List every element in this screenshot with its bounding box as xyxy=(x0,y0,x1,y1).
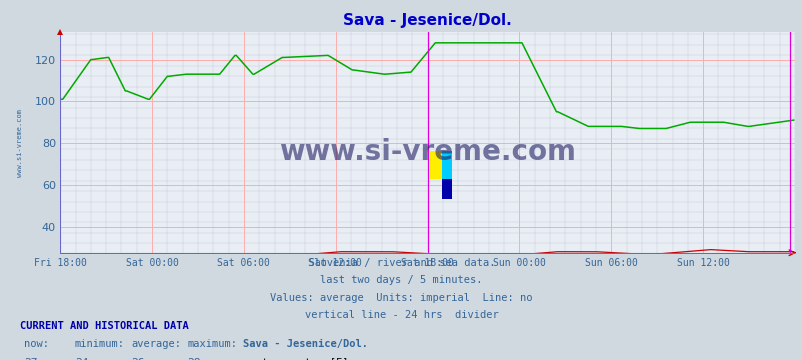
Text: Slovenia / river and sea data.: Slovenia / river and sea data. xyxy=(307,258,495,268)
Text: Values: average  Units: imperial  Line: no: Values: average Units: imperial Line: no xyxy=(270,293,532,303)
Text: Sava - Jesenice/Dol.: Sava - Jesenice/Dol. xyxy=(243,339,368,349)
Text: 27: 27 xyxy=(24,358,38,360)
Text: 24: 24 xyxy=(75,358,88,360)
Text: minimum:: minimum: xyxy=(75,339,124,349)
Bar xyxy=(430,152,441,179)
Text: last two days / 5 minutes.: last two days / 5 minutes. xyxy=(320,275,482,285)
Text: now:: now: xyxy=(24,339,49,349)
Text: ■: ■ xyxy=(243,358,255,360)
Text: average:: average: xyxy=(131,339,180,349)
Bar xyxy=(441,152,452,179)
Text: 28: 28 xyxy=(187,358,200,360)
Title: Sava - Jesenice/Dol.: Sava - Jesenice/Dol. xyxy=(342,13,512,28)
Text: temperature[F]: temperature[F] xyxy=(261,358,348,360)
Bar xyxy=(441,179,452,199)
Text: www.si-vreme.com: www.si-vreme.com xyxy=(279,138,575,166)
Text: 26: 26 xyxy=(131,358,144,360)
Text: www.si-vreme.com: www.si-vreme.com xyxy=(17,109,22,177)
Text: CURRENT AND HISTORICAL DATA: CURRENT AND HISTORICAL DATA xyxy=(20,321,188,331)
Text: maximum:: maximum: xyxy=(187,339,237,349)
Text: vertical line - 24 hrs  divider: vertical line - 24 hrs divider xyxy=(304,310,498,320)
